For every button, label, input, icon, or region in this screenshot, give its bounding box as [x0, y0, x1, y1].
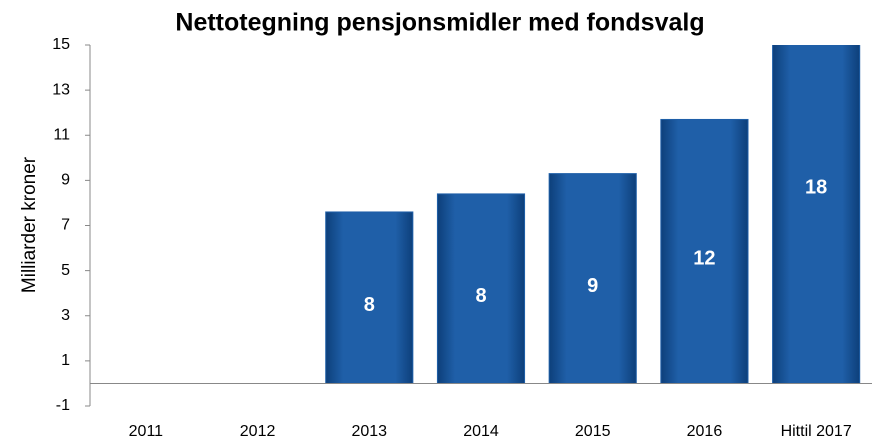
y-tick-label: 7 — [61, 217, 70, 234]
x-tick-label: Hittil 2017 — [781, 423, 852, 440]
bar — [548, 173, 637, 384]
x-tick-label: 2013 — [351, 423, 387, 440]
x-tick-label: 2011 — [129, 423, 164, 440]
y-tick-label: -1 — [56, 397, 70, 414]
x-tick-label: 2014 — [463, 423, 499, 440]
y-tick-label: 1 — [61, 352, 70, 369]
x-tick-label: 2015 — [575, 423, 611, 440]
y-axis-label: Milliarder kroner — [19, 156, 40, 293]
value-label: 12 — [693, 248, 715, 270]
value-label: 8 — [364, 294, 375, 316]
chart-title: Nettotegning pensjonsmidler med fondsval… — [175, 9, 704, 37]
y-tick-label: 5 — [61, 262, 70, 279]
value-label: 9 — [587, 275, 598, 297]
bar — [772, 45, 861, 384]
y-tick-label: 11 — [53, 126, 70, 143]
value-label: 8 — [475, 285, 486, 307]
value-label: 18 — [805, 177, 827, 199]
y-tick-label: 13 — [52, 81, 70, 98]
x-tick-label: 2016 — [687, 423, 723, 440]
plot-area — [325, 45, 861, 384]
bar — [325, 211, 414, 384]
bar — [660, 118, 749, 384]
x-tick-label: 2012 — [240, 423, 276, 440]
y-tick-label: 9 — [61, 172, 70, 189]
y-tick-label: 15 — [52, 36, 70, 53]
bar — [436, 193, 526, 384]
y-tick-label: 3 — [61, 307, 70, 324]
